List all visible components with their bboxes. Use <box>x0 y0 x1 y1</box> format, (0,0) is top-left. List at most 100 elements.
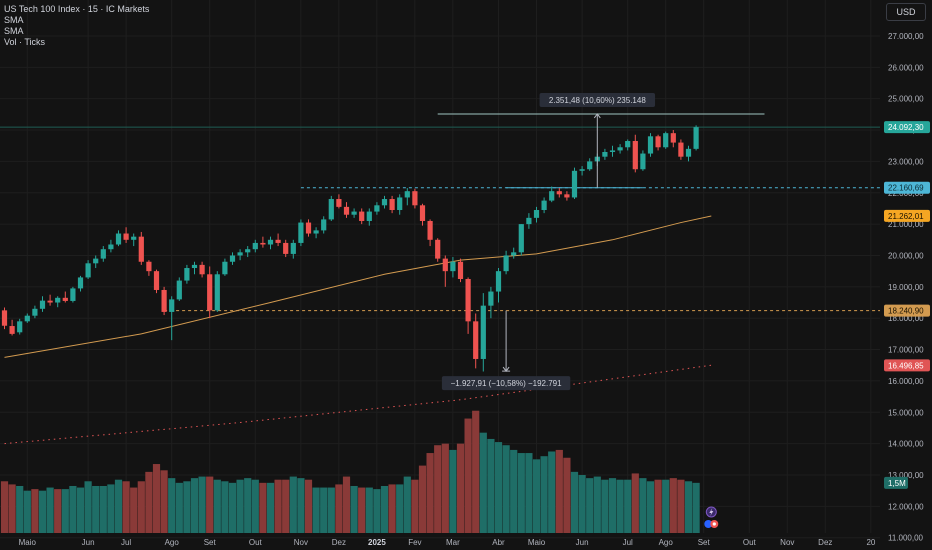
volume-bar <box>563 457 571 533</box>
candle-body <box>93 258 99 264</box>
candle-body <box>245 249 251 253</box>
candle-body <box>435 239 441 259</box>
candle-body <box>283 242 289 254</box>
volume-bar <box>540 456 548 533</box>
volume-bar <box>601 479 609 533</box>
volume-bar <box>107 484 115 533</box>
time-tick-label: Ago <box>659 538 674 547</box>
time-tick-label: Dez <box>332 538 346 547</box>
candle-body <box>511 252 517 256</box>
candle-body <box>336 199 342 207</box>
flag-us-icon <box>704 520 713 528</box>
time-tick-label: Abr <box>492 538 505 547</box>
volume-bar <box>624 479 632 533</box>
candle-body <box>313 230 319 234</box>
candle-body <box>47 300 53 303</box>
legend-sma-1[interactable]: SMA <box>4 15 24 25</box>
measure-tools[interactable]: 2.351,48 (10,60%) 235.148 −1.927,91 (−10,… <box>441 92 656 391</box>
time-tick-label: Nov <box>294 538 308 547</box>
legend-volume[interactable]: Vol · Ticks <box>4 37 46 47</box>
volume-bar <box>517 453 525 533</box>
candle-body <box>305 222 312 234</box>
price-tick-label: 21.000,00 <box>888 220 924 229</box>
volume-bar <box>479 432 487 533</box>
volume-bar <box>494 442 503 533</box>
volume-bar <box>411 479 419 533</box>
price-tick-label: 17.000,00 <box>888 346 924 355</box>
candle-body <box>176 280 182 300</box>
volume-bar <box>350 485 358 533</box>
volume-bar <box>320 487 328 533</box>
volume-bar <box>266 482 275 533</box>
price-tag-label: 21.262,01 <box>888 212 924 221</box>
currency-button[interactable]: USD <box>886 3 926 21</box>
volume-bar <box>228 482 237 533</box>
volume-bar <box>616 479 624 533</box>
price-tag <box>884 304 930 317</box>
volume-bar <box>92 485 100 533</box>
volume-bar <box>297 478 305 533</box>
time-tick-label: Maio <box>528 538 546 547</box>
price-tick-label: 12.000,00 <box>888 502 924 511</box>
volume-bar <box>608 478 617 533</box>
volume-bar <box>631 473 639 533</box>
candle-body <box>404 191 410 198</box>
measure-down-label-box <box>441 376 571 391</box>
volume-bar <box>16 485 24 533</box>
volume-bar <box>54 489 62 533</box>
volume-bar <box>221 481 229 533</box>
legend-title: US Tech 100 Index · 15 · IC Markets <box>4 4 150 14</box>
candle-body <box>473 321 479 359</box>
volume-bar <box>327 487 335 533</box>
price-tag <box>884 121 930 134</box>
volume-bar <box>206 476 214 533</box>
volume-bar <box>434 445 442 533</box>
time-tick-label: Nov <box>780 538 794 547</box>
candle-body <box>252 242 258 250</box>
candle-body <box>9 326 15 334</box>
flag-dot <box>712 522 716 526</box>
volume-bar <box>586 478 594 533</box>
volume-bar <box>46 487 54 533</box>
candles <box>1 125 699 372</box>
chart-legend[interactable]: US Tech 100 Index · 15 · IC Markets SMA … <box>4 4 149 48</box>
candle-body <box>518 224 524 253</box>
candle-body <box>457 261 464 279</box>
volume-bar <box>456 443 465 533</box>
price-tick-label: 20.000,00 <box>888 251 924 260</box>
price-tick-label: 19.000,00 <box>888 283 924 292</box>
time-tick-label: Ago <box>165 538 180 547</box>
candle-body <box>397 197 403 211</box>
candle-body <box>419 205 426 221</box>
candle-body <box>1 310 8 326</box>
price-tick-label: 14.000,00 <box>888 440 924 449</box>
candle-body <box>655 136 661 148</box>
candle-body <box>169 299 175 312</box>
volume-bar <box>183 481 191 533</box>
volume-bar <box>403 476 411 533</box>
time-axis[interactable]: Maio Jun Jul Ago Set Out Nov Dez 2025 Fev Mar Abr Ma… <box>19 538 876 547</box>
volume-bar <box>289 476 297 533</box>
candle-body <box>184 268 190 281</box>
candle-body <box>693 127 699 149</box>
volume-bars <box>0 410 700 533</box>
volume-bar <box>282 479 290 533</box>
candle-body <box>298 222 304 243</box>
candle-body <box>533 210 540 218</box>
volume-bar <box>175 482 183 533</box>
time-tick-label: Set <box>204 538 217 547</box>
candle-body <box>260 242 266 245</box>
volume-bar <box>396 484 404 533</box>
candle-body <box>632 141 638 170</box>
volume-bar <box>61 489 69 533</box>
volume-bar <box>426 453 434 533</box>
time-tick-label: 2025 <box>368 538 386 547</box>
legend-sma-2[interactable]: SMA <box>4 26 24 36</box>
event-icons[interactable] <box>704 506 719 528</box>
candle-body <box>579 169 585 171</box>
price-tag-label: 18.240,90 <box>888 307 924 316</box>
candle-body <box>366 211 372 221</box>
candle-body <box>427 220 433 240</box>
candle-body <box>640 153 646 170</box>
